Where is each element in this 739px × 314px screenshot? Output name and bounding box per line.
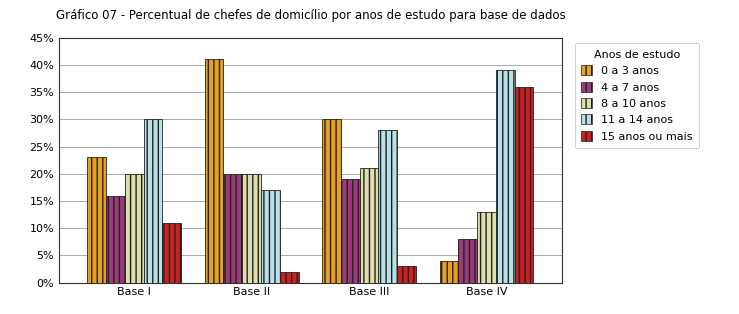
Bar — [440, 261, 458, 283]
Bar — [242, 174, 261, 283]
Legend: 0 a 3 anos, 4 a 7 anos, 8 a 10 anos, 11 a 14 anos, 15 anos ou mais: 0 a 3 anos, 4 a 7 anos, 8 a 10 anos, 11 … — [575, 43, 699, 148]
Bar — [322, 119, 341, 283]
Bar — [87, 157, 106, 283]
Text: Gráfico 07 - Percentual de chefes de domicílio por anos de estudo para base de d: Gráfico 07 - Percentual de chefes de dom… — [55, 9, 565, 22]
Bar — [106, 196, 125, 283]
Bar — [143, 119, 163, 283]
Bar — [125, 174, 143, 283]
Bar — [163, 223, 181, 283]
Bar — [477, 212, 496, 283]
Bar — [378, 130, 398, 283]
Bar — [223, 174, 242, 283]
Bar — [398, 266, 416, 283]
Bar — [360, 168, 378, 283]
Bar — [514, 87, 534, 283]
Bar — [205, 59, 223, 283]
Bar — [458, 239, 477, 283]
Bar — [261, 190, 280, 283]
Bar — [341, 179, 360, 283]
Bar — [280, 272, 299, 283]
Bar — [496, 70, 514, 283]
